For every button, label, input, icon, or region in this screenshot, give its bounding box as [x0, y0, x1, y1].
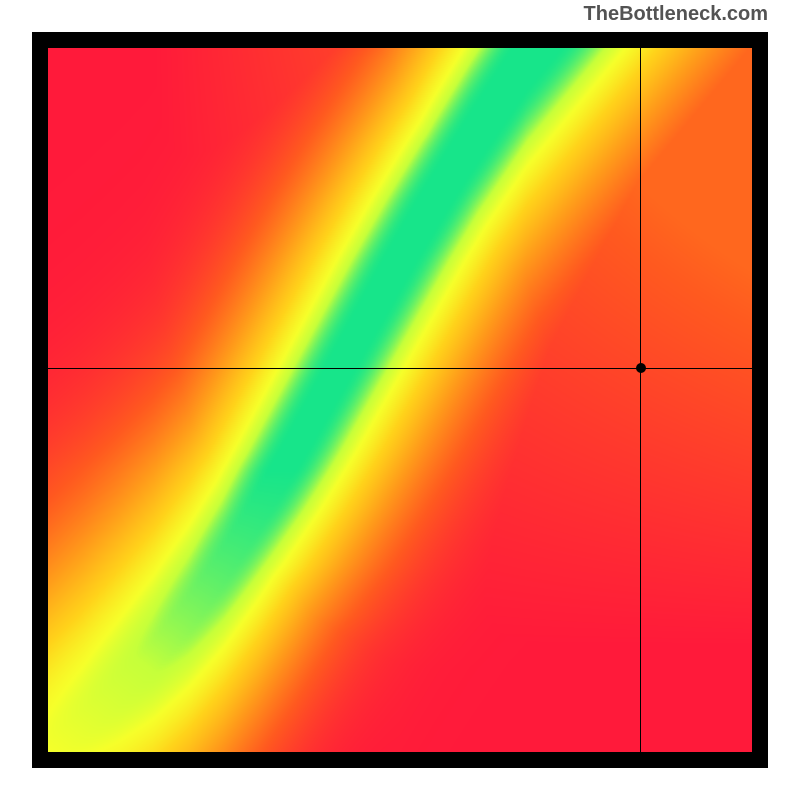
figure-container: TheBottleneck.com [0, 0, 800, 800]
attribution-text: TheBottleneck.com [584, 3, 768, 26]
crosshair-marker [636, 363, 646, 373]
heatmap-canvas [48, 48, 752, 752]
crosshair-horizontal [48, 368, 752, 369]
plot-frame [32, 32, 768, 768]
crosshair-vertical [640, 48, 641, 752]
plot-area [48, 48, 752, 752]
